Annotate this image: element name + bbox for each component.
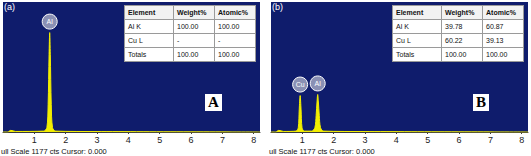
svg-text:8: 8: [519, 135, 524, 145]
html-text:100.00: 100.00: [486, 51, 508, 58]
svg-text:3: 3: [95, 135, 100, 145]
html-text:(a): (a): [4, 2, 15, 12]
svg-text:2: 2: [331, 135, 336, 145]
svg-text:1: 1: [32, 135, 37, 145]
svg-text:6: 6: [189, 135, 194, 145]
html-text:ull Scale 1177 cts Cursor: 0.0: ull Scale 1177 cts Cursor: 0.000: [1, 147, 107, 156]
html-text:100.00: 100.00: [177, 51, 199, 58]
html-text:Cu L: Cu L: [128, 37, 143, 44]
svg-text:7: 7: [220, 135, 225, 145]
svg-text:5: 5: [157, 135, 162, 145]
svg-text:Al: Al: [315, 80, 322, 87]
html-text:100.00: 100.00: [218, 23, 240, 30]
html-text:Atomic%: Atomic%: [218, 9, 248, 16]
svg-text:Al: Al: [47, 18, 54, 25]
svg-text:1: 1: [300, 135, 305, 145]
html-text:Al K: Al K: [396, 23, 409, 30]
html-text:Cu L: Cu L: [396, 37, 411, 44]
html-text:Weight%: Weight%: [177, 9, 207, 16]
svg-text:2: 2: [63, 135, 68, 145]
html-text:(b): (b): [272, 2, 283, 12]
html-text:Element: Element: [128, 9, 156, 16]
html-text:A: A: [208, 94, 219, 110]
html-text:Totals: Totals: [396, 51, 415, 58]
svg-text:3: 3: [363, 135, 368, 145]
svg-text:5: 5: [425, 135, 430, 145]
svg-text:8: 8: [251, 135, 256, 145]
html-text:100.00: 100.00: [445, 51, 467, 58]
html-text:100.00: 100.00: [218, 51, 240, 58]
svg-text:4: 4: [394, 135, 399, 145]
html-text:ull Scale 1177 cts Cursor: 0.0: ull Scale 1177 cts Cursor: 0.000: [269, 147, 375, 156]
html-text:Element: Element: [396, 9, 424, 16]
html-text:39.13: 39.13: [486, 37, 504, 44]
html-text:39.78: 39.78: [445, 23, 463, 30]
html-text:60.22: 60.22: [445, 37, 463, 44]
html-text:60.87: 60.87: [486, 23, 504, 30]
html-text:Al K: Al K: [128, 23, 141, 30]
html-text:100.00: 100.00: [177, 23, 199, 30]
html-text:Atomic%: Atomic%: [486, 9, 516, 16]
svg-text:4: 4: [126, 135, 131, 145]
svg-text:7: 7: [488, 135, 493, 145]
html-text:B: B: [476, 94, 486, 110]
html-text:Weight%: Weight%: [445, 9, 475, 16]
svg-text:6: 6: [457, 135, 462, 145]
html-text:Totals: Totals: [128, 51, 147, 58]
svg-text:Cu: Cu: [296, 81, 305, 88]
